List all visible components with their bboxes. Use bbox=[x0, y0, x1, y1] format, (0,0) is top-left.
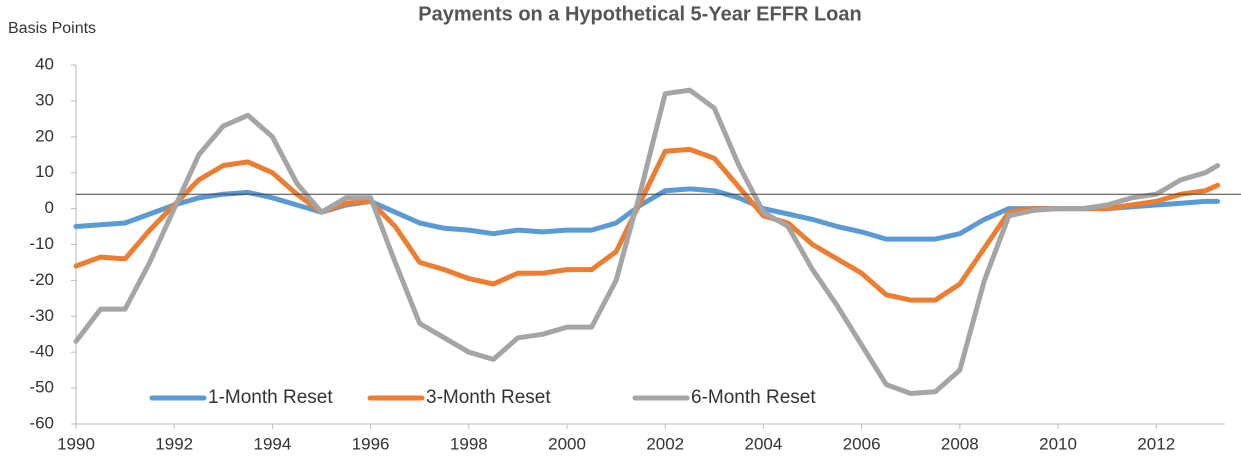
legend-label: 6-Month Reset bbox=[691, 387, 816, 408]
y-tick-label: -40 bbox=[29, 342, 54, 361]
legend-label: 3-Month Reset bbox=[426, 387, 551, 408]
x-tick-label: 2008 bbox=[941, 434, 979, 453]
y-tick-label: -10 bbox=[29, 234, 54, 253]
series-line bbox=[73, 87, 1221, 396]
x-tick-label: 2010 bbox=[1039, 434, 1077, 453]
chart-title: Payments on a Hypothetical 5-Year EFFR L… bbox=[418, 3, 861, 25]
x-tick-label: 2002 bbox=[646, 434, 684, 453]
x-tick-label: 1994 bbox=[253, 434, 291, 453]
x-tick-label: 2012 bbox=[1137, 434, 1175, 453]
x-tick-label: 1990 bbox=[57, 434, 95, 453]
y-tick-label: -60 bbox=[29, 413, 54, 432]
y-axis-label: Basis Points bbox=[8, 20, 96, 37]
y-tick-label: 20 bbox=[35, 126, 54, 145]
y-tick-label: -50 bbox=[29, 378, 54, 397]
x-tick-label: 1998 bbox=[450, 434, 488, 453]
x-tick-label: 2000 bbox=[548, 434, 586, 453]
y-tick-label: 10 bbox=[35, 162, 54, 181]
y-tick-label: 30 bbox=[35, 90, 54, 109]
x-tick-label: 1996 bbox=[352, 434, 390, 453]
legend-label: 1-Month Reset bbox=[208, 387, 333, 408]
y-tick-label: -30 bbox=[29, 306, 54, 325]
y-tick-label: 0 bbox=[45, 198, 54, 217]
y-tick-label: 40 bbox=[35, 54, 54, 73]
x-tick-label: 1992 bbox=[155, 434, 193, 453]
x-tick-label: 2004 bbox=[745, 434, 783, 453]
x-tick-label: 2006 bbox=[843, 434, 881, 453]
y-tick-label: -20 bbox=[29, 270, 54, 289]
series-line bbox=[73, 186, 1221, 242]
